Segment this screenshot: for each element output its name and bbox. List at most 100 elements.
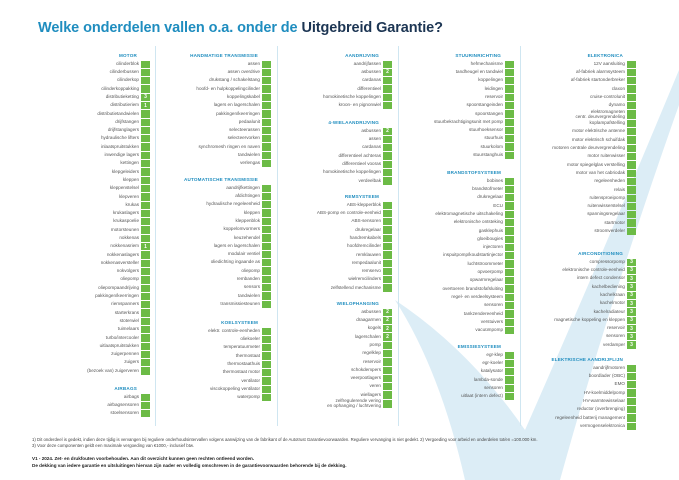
coverage-item: homokinetische koppelingen bbox=[274, 168, 392, 177]
coverage-item: assen bbox=[153, 60, 271, 68]
item-label: tuimelaars bbox=[117, 326, 139, 332]
coverage-item: kachelkraan 3 bbox=[518, 291, 636, 299]
coverage-item: EMO bbox=[518, 381, 636, 389]
coverage-section: AIRBAGS airbags airbagsensoren stoelsensore… bbox=[32, 384, 150, 418]
coverage-item: kleppen bbox=[153, 209, 271, 217]
covered-check-box bbox=[262, 201, 271, 209]
item-label: motor spiegelglas verstelling bbox=[567, 161, 625, 167]
item-label: airbagsensoren bbox=[107, 402, 139, 408]
coverage-item: handremkabels bbox=[274, 234, 392, 242]
covered-check-box bbox=[262, 242, 271, 250]
covered-check-box: 3 bbox=[627, 308, 636, 316]
covered-check-box bbox=[627, 422, 636, 430]
item-label: nokkenasriem bbox=[110, 243, 139, 249]
covered-check-box bbox=[262, 225, 271, 234]
covered-check-box bbox=[383, 135, 392, 144]
coverage-section: BRANDSTOFSYSTEEM bobines brandstofmeter dru… bbox=[396, 168, 514, 335]
item-label: pakkingen/keerringen bbox=[216, 110, 260, 116]
covered-check-box bbox=[141, 292, 150, 301]
covered-check-box: 1 bbox=[141, 243, 150, 251]
coverage-item: schokdempers bbox=[274, 366, 392, 374]
coverage-item: remservo bbox=[274, 267, 392, 276]
covered-check-box bbox=[262, 284, 271, 292]
covered-check-box bbox=[383, 267, 392, 276]
coverage-section: EMISSIESYSTEEM egr-klep egr-koeler katalysa… bbox=[396, 342, 514, 401]
item-label: ABS-pomp en controle-eenheid bbox=[316, 210, 381, 216]
item-label: differentieel bbox=[357, 85, 381, 91]
item-label: assen bbox=[368, 136, 381, 142]
covered-check-box bbox=[141, 160, 150, 168]
coverage-item: inwendige lagers bbox=[32, 151, 150, 160]
coverage-item: oliedichting ingaande as bbox=[153, 259, 271, 267]
item-label: zuigerpennen bbox=[111, 351, 139, 357]
coverage-item: differentieel achteras bbox=[274, 152, 392, 160]
covered-check-box bbox=[262, 217, 271, 225]
covered-check-box bbox=[383, 242, 392, 251]
item-label: ventilator bbox=[241, 377, 260, 383]
item-label: elektromagnetische uitschakeling bbox=[435, 210, 503, 216]
coverage-item: keuzehendel bbox=[153, 234, 271, 242]
item-label: regeleenheid batterij management bbox=[555, 414, 625, 420]
covered-check-box bbox=[627, 381, 636, 389]
coverage-item: distributieketting 3 bbox=[32, 93, 150, 101]
coverage-item: egr-klep bbox=[396, 351, 514, 359]
item-label: (bezoek van) zuigerveren bbox=[87, 367, 139, 373]
item-label: zelfstellend mechanisme bbox=[330, 284, 381, 290]
disclaimer-2: De dekking van iedere garantie en uitslu… bbox=[32, 463, 347, 468]
section-title: AUTOMATISCHE TRANSMISSIE bbox=[183, 177, 258, 182]
covered-check-box bbox=[262, 234, 271, 242]
item-label: hydraulische lifters bbox=[100, 135, 139, 141]
covered-check-box bbox=[383, 101, 392, 110]
covered-check-box bbox=[505, 93, 514, 101]
coverage-item: oliepomp bbox=[32, 276, 150, 284]
coverage-item: koppelomvormers bbox=[153, 225, 271, 234]
item-label: koppelomvormers bbox=[223, 226, 260, 232]
coverage-item: verstuivers bbox=[396, 318, 514, 326]
covered-check-box bbox=[505, 392, 514, 401]
item-label: oliepomp bbox=[241, 267, 260, 273]
coverage-item: leidingen bbox=[396, 85, 514, 93]
item-label: magnetische koppeling en kleppen bbox=[554, 316, 625, 322]
title-part-2: Uitgebreid Garantie? bbox=[301, 20, 443, 36]
coverage-item: overtoeren brandstofafsluiting bbox=[396, 285, 514, 293]
coverage-item: airbagsensoren bbox=[32, 401, 150, 410]
coverage-item: motor elektrische antenne bbox=[518, 128, 636, 136]
item-label: zelfregulerende vering en ophanging / lu… bbox=[327, 398, 381, 409]
coverage-item: injectoren bbox=[396, 243, 514, 252]
covered-check-box bbox=[627, 219, 636, 227]
item-label: ABS-klepperblok bbox=[346, 201, 381, 207]
covered-check-box bbox=[262, 250, 271, 259]
covered-check-box: 3 bbox=[627, 316, 636, 324]
item-label: drukstang / schakelstang bbox=[209, 77, 260, 83]
coverage-item: kleppenblok bbox=[153, 217, 271, 225]
covered-check-box bbox=[262, 377, 271, 385]
covered-check-box bbox=[141, 218, 150, 226]
covered-check-box bbox=[141, 301, 150, 309]
covered-check-box bbox=[627, 397, 636, 405]
item-label: cilinderkoppakking bbox=[101, 85, 139, 91]
coverage-item: pakkingen/keerringen bbox=[32, 292, 150, 301]
item-label: koppelingskabel bbox=[227, 93, 260, 99]
covered-check-box bbox=[262, 118, 271, 126]
coverage-item: intern defect condensor 3 bbox=[518, 275, 636, 283]
item-label: asbussen bbox=[361, 127, 381, 133]
item-label: verdamper bbox=[603, 341, 625, 347]
item-label: homokinetische koppelingen bbox=[323, 93, 381, 99]
item-label: kachelkraan bbox=[600, 291, 625, 297]
item-label: pomp bbox=[369, 341, 382, 347]
coverage-item: temperatuurmeter bbox=[153, 344, 271, 352]
coverage-item: lagers en lagerschalen bbox=[153, 242, 271, 250]
coverage-item: hydraulische lifters bbox=[32, 135, 150, 143]
item-label: hoofd- en hulpkoppelingcilinder bbox=[196, 85, 260, 91]
covered-check-box bbox=[141, 193, 150, 201]
coverage-item: kroon- en pignonwiel bbox=[274, 101, 392, 110]
coverage-item: tandwielen bbox=[153, 292, 271, 300]
coverage-item: uitlaatspruitstukken bbox=[32, 342, 150, 350]
covered-check-box bbox=[262, 160, 271, 168]
covered-check-box bbox=[627, 93, 636, 101]
covered-check-box bbox=[141, 359, 150, 367]
covered-check-box bbox=[627, 128, 636, 136]
item-label: selecteerassen bbox=[229, 127, 260, 133]
coverage-item: viscokoppeling ventilator bbox=[153, 385, 271, 393]
